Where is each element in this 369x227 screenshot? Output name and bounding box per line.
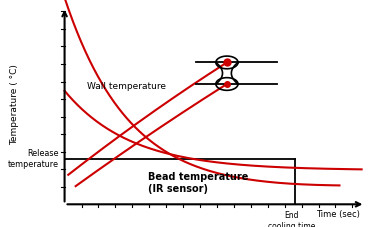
Text: End
cooling time: End cooling time [268, 211, 315, 227]
Text: Bead temperature
(IR sensor): Bead temperature (IR sensor) [148, 172, 248, 194]
Text: Temperature ( °C): Temperature ( °C) [10, 64, 19, 145]
Text: Wall temperature: Wall temperature [87, 82, 166, 91]
Text: Time (sec): Time (sec) [316, 210, 360, 219]
Text: Release
temperature: Release temperature [8, 149, 59, 169]
